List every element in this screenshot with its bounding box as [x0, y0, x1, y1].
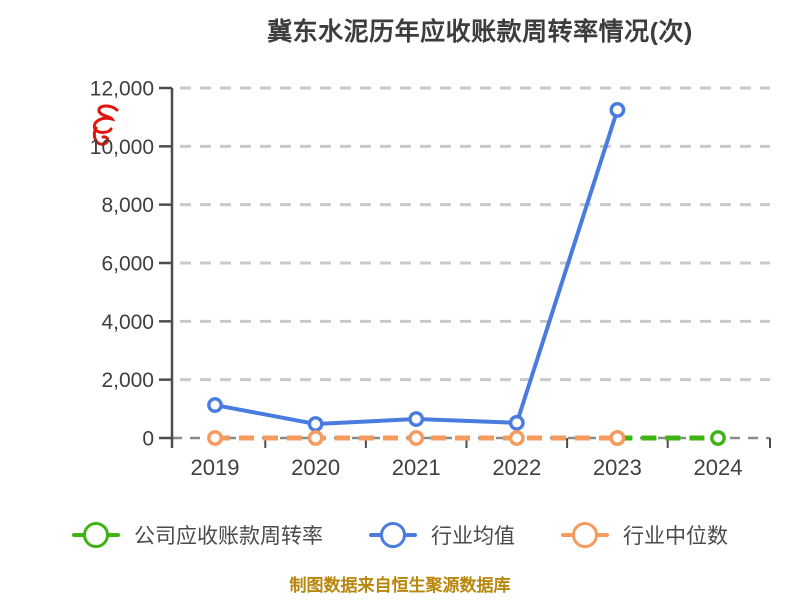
data-point-行业均值-2023[interactable] — [609, 101, 626, 118]
legend-item-industry-average[interactable]: 行业均值 — [369, 520, 515, 550]
y-tick-label: 2,000 — [101, 369, 154, 392]
x-tick-label: 2021 — [392, 455, 441, 480]
x-tick-label: 2023 — [593, 455, 642, 480]
company-turnover-marker-icon — [72, 522, 120, 548]
data-point-行业均值-2019[interactable] — [207, 397, 223, 413]
data-source-note: 制图数据来自恒生聚源数据库 — [289, 576, 511, 595]
series-line-1 — [214, 109, 620, 427]
chart-legend: 公司应收账款周转率 行业均值 行业中位数 — [0, 520, 800, 550]
y-tick-label: 8,000 — [101, 194, 154, 217]
x-tick-label: 2022 — [492, 455, 541, 480]
x-tick-label: 2020 — [291, 455, 340, 480]
industry-average-marker-icon — [369, 522, 417, 548]
legend-label-industry-median: 行业中位数 — [623, 525, 728, 548]
data-point-行业均值-2022[interactable] — [508, 414, 525, 431]
data-point-行业中位数-2020[interactable] — [307, 430, 324, 446]
y-tick-label: 0 — [142, 428, 154, 451]
legend-item-company-turnover[interactable]: 公司应收账款周转率 — [72, 520, 323, 550]
x-tick-label: 2024 — [694, 455, 743, 480]
legend-label-industry-average: 行业均值 — [431, 525, 515, 548]
data-point-行业中位数-2023[interactable] — [609, 430, 626, 446]
x-tick-label: 2019 — [191, 455, 240, 480]
y-tick-label: 12,000 — [90, 78, 154, 101]
legend-item-industry-median[interactable]: 行业中位数 — [561, 520, 728, 550]
chart-title: 冀东水泥历年应收账款周转率情况(次) — [267, 18, 693, 46]
y-tick-label: 10,000 — [90, 136, 154, 159]
y-tick-label: 6,000 — [101, 253, 154, 276]
y-tick-label: 4,000 — [101, 311, 154, 334]
red-scribble-annotation — [92, 104, 119, 146]
data-point-公司应收账款周转率-2024[interactable] — [710, 430, 726, 446]
data-point-行业均值-2020[interactable] — [307, 416, 324, 432]
data-point-行业中位数-2022[interactable] — [508, 430, 525, 446]
data-point-行业中位数-2021[interactable] — [408, 430, 425, 446]
legend-label-company-turnover: 公司应收账款周转率 — [134, 525, 323, 548]
data-point-行业均值-2021[interactable] — [408, 411, 425, 427]
data-point-行业中位数-2019[interactable] — [207, 430, 223, 446]
industry-median-marker-icon — [561, 522, 609, 548]
